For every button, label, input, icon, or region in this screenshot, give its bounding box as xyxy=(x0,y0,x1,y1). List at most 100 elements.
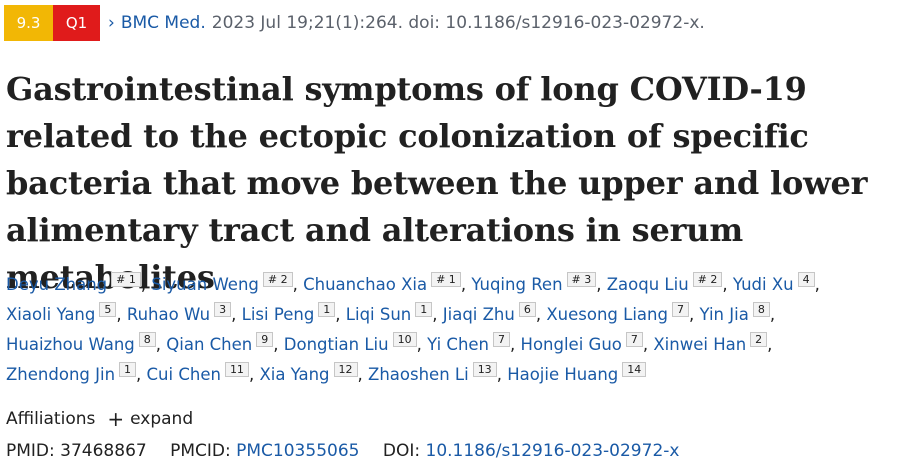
author-item: Siyuan Weng # 2, xyxy=(151,272,298,294)
author-item: Honglei Guo 7, xyxy=(520,332,649,354)
affiliation-marker[interactable]: 7 xyxy=(493,332,511,347)
header-line: 9.3 Q1 › BMC Med. 2023 Jul 19;21(1):264.… xyxy=(4,5,705,41)
expand-button[interactable]: expand xyxy=(130,409,194,429)
affiliation-marker[interactable]: 2 xyxy=(750,332,768,347)
affiliation-marker[interactable]: 10 xyxy=(392,332,417,347)
quartile-badge: Q1 xyxy=(53,5,100,41)
affiliations-row: Affiliations + expand xyxy=(6,409,193,429)
author-separator: , xyxy=(292,275,298,294)
author-item: Zhaoshen Li 13, xyxy=(368,362,502,384)
author-name-link[interactable]: Qian Chen xyxy=(166,335,253,354)
author-item: Yin Jia 8, xyxy=(699,302,776,324)
author-item: Ruhao Wu 3, xyxy=(126,302,237,324)
author-separator: , xyxy=(116,305,122,324)
author-item: Huaizhou Wang 8, xyxy=(6,332,162,354)
author-item: Zaoqu Liu # 2, xyxy=(606,272,728,294)
author-item: Lisi Peng 1, xyxy=(241,302,341,324)
author-name-link[interactable]: Xia Yang xyxy=(259,365,330,384)
author-list: Deyu Zhang # 1, Siyuan Weng # 2, Chuanchao… xyxy=(6,270,891,390)
affiliation-marker[interactable]: 1 xyxy=(119,362,137,377)
author-separator: , xyxy=(136,365,142,384)
author-item: Yudi Xu 4, xyxy=(732,272,820,294)
author-item: Deyu Zhang # 1, xyxy=(6,272,147,294)
affiliation-marker[interactable]: # 3 xyxy=(566,272,597,287)
author-name-link[interactable]: Xinwei Han xyxy=(653,335,747,354)
author-name-link[interactable]: Yin Jia xyxy=(699,305,749,324)
author-item: Yuqing Ren # 3, xyxy=(471,272,602,294)
author-separator: , xyxy=(767,335,773,354)
author-name-link[interactable]: Siyuan Weng xyxy=(151,275,259,294)
author-name-link[interactable]: Huaizhou Wang xyxy=(6,335,135,354)
author-separator: , xyxy=(460,275,467,294)
author-separator: , xyxy=(535,305,542,324)
chevron-right-icon[interactable]: › xyxy=(108,13,115,33)
author-separator: , xyxy=(769,305,776,324)
author-separator: , xyxy=(248,365,255,384)
author-separator: , xyxy=(496,365,502,384)
article-title: Gastrointestinal symptoms of long COVID-… xyxy=(6,70,868,296)
author-name-link[interactable]: Ruhao Wu xyxy=(126,305,211,324)
author-name-link[interactable]: Honglei Guo xyxy=(520,335,622,354)
affiliation-marker[interactable]: 7 xyxy=(671,302,689,317)
affiliation-marker[interactable]: 11 xyxy=(224,362,249,377)
author-name-link[interactable]: Xuesong Liang xyxy=(546,305,668,324)
author-item: Haojie Huang 14 xyxy=(507,362,647,384)
author-name-link[interactable]: Chuanchao Xia xyxy=(303,275,428,294)
affiliation-marker[interactable]: 12 xyxy=(333,362,358,377)
doi-link[interactable]: 10.1186/s12916-023-02972-x xyxy=(425,441,680,461)
author-item: Jiaqi Zhu 6, xyxy=(442,302,542,324)
author-name-link[interactable]: Deyu Zhang xyxy=(6,275,108,294)
author-separator: , xyxy=(688,305,695,324)
author-item: Xia Yang 12, xyxy=(259,362,363,384)
pmcid-link[interactable]: PMC10355065 xyxy=(236,441,360,461)
author-item: Xiaoli Yang 5, xyxy=(6,302,122,324)
affiliation-marker[interactable]: 1 xyxy=(415,302,433,317)
author-separator: , xyxy=(596,275,602,294)
author-name-link[interactable]: Jiaqi Zhu xyxy=(442,305,515,324)
affiliation-marker[interactable]: 13 xyxy=(472,362,497,377)
author-separator: , xyxy=(140,275,147,294)
author-item: Zhendong Jin 1, xyxy=(6,362,142,384)
affiliation-marker[interactable]: 8 xyxy=(752,302,770,317)
journal-link[interactable]: BMC Med. xyxy=(120,13,206,33)
affiliation-marker[interactable]: 5 xyxy=(99,302,117,317)
author-separator: , xyxy=(642,335,649,354)
author-item: Xinwei Han 2, xyxy=(653,332,773,354)
author-item: Yi Chen 7, xyxy=(427,332,515,354)
affiliation-marker[interactable]: 8 xyxy=(138,332,156,347)
author-separator: , xyxy=(722,275,728,294)
author-name-link[interactable]: Zhendong Jin xyxy=(6,365,116,384)
affiliation-marker[interactable]: # 2 xyxy=(692,272,723,287)
pmcid-label: PMCID: xyxy=(170,441,231,461)
author-name-link[interactable]: Xiaoli Yang xyxy=(6,305,96,324)
affiliation-marker[interactable]: 7 xyxy=(625,332,643,347)
author-separator: , xyxy=(357,365,363,384)
affiliation-marker[interactable]: 6 xyxy=(518,302,536,317)
affiliation-marker[interactable]: 14 xyxy=(622,362,647,377)
author-name-link[interactable]: Lisi Peng xyxy=(241,305,315,324)
author-name-link[interactable]: Yuqing Ren xyxy=(471,275,563,294)
author-name-link[interactable]: Yudi Xu xyxy=(732,275,794,294)
author-name-link[interactable]: Dongtian Liu xyxy=(283,335,389,354)
affiliation-marker[interactable]: # 1 xyxy=(431,272,461,287)
author-name-link[interactable]: Yi Chen xyxy=(427,335,490,354)
author-item: Dongtian Liu 10, xyxy=(283,332,422,354)
affiliation-marker[interactable]: 3 xyxy=(214,302,232,317)
author-item: Chuanchao Xia # 1, xyxy=(303,272,467,294)
citation-text: 2023 Jul 19;21(1):264. doi: 10.1186/s129… xyxy=(211,13,705,33)
plus-icon[interactable]: + xyxy=(107,407,125,431)
affiliation-marker[interactable]: 4 xyxy=(797,272,815,287)
affiliation-marker[interactable]: # 2 xyxy=(262,272,293,287)
affiliation-marker[interactable]: 1 xyxy=(318,302,336,317)
author-name-link[interactable]: Zaoqu Liu xyxy=(606,275,689,294)
author-name-link[interactable]: Zhaoshen Li xyxy=(368,365,469,384)
author-name-link[interactable]: Cui Chen xyxy=(146,365,221,384)
author-separator: , xyxy=(231,305,237,324)
affiliation-marker[interactable]: 9 xyxy=(256,332,274,347)
author-name-link[interactable]: Liqi Sun xyxy=(345,305,412,324)
author-item: Xuesong Liang 7, xyxy=(546,302,695,324)
affiliation-marker[interactable]: # 1 xyxy=(111,272,141,287)
author-separator: , xyxy=(335,305,341,324)
author-separator: , xyxy=(155,335,162,354)
author-name-link[interactable]: Haojie Huang xyxy=(507,365,619,384)
